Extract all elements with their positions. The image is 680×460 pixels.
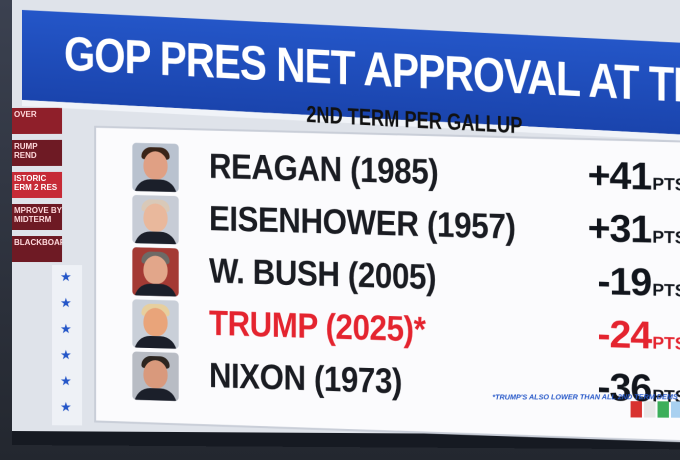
chip-icon — [671, 401, 680, 417]
display-screen: OVER RUMP REND ISTORIC ERM 2 RES MPROVE … — [12, 0, 680, 449]
chip-icon — [631, 401, 642, 417]
star-icon: ★ — [60, 347, 72, 363]
president-name: TRUMP (2025)* — [209, 304, 425, 351]
side-tab-trump-trend[interactable]: RUMP REND — [12, 140, 62, 166]
reagan-portrait-icon — [132, 143, 178, 192]
eisenhower-portrait-icon — [132, 195, 178, 244]
president-name: W. BUSH (2005) — [209, 251, 436, 298]
side-tab-historic-term[interactable]: ISTORIC ERM 2 RES — [12, 172, 62, 198]
president-name: NIXON (1973) — [209, 356, 402, 403]
star-icon: ★ — [60, 373, 72, 389]
chip-icon — [644, 401, 655, 417]
star-column: ★ ★ ★ ★ ★ ★ — [52, 265, 82, 425]
side-tab-over[interactable]: OVER — [12, 108, 62, 134]
bush-portrait-icon — [132, 247, 178, 297]
star-icon: ★ — [60, 269, 72, 285]
approval-card: REAGAN (1985) +41PTS EISENHOWER (1957) +… — [96, 128, 680, 441]
side-tab-improve-midterm[interactable]: MPROVE BY MIDTERM — [12, 204, 62, 230]
nixon-portrait-icon — [132, 351, 178, 401]
approval-value: +31PTS — [588, 207, 680, 254]
star-icon: ★ — [60, 295, 72, 311]
president-name: EISENHOWER (1957) — [209, 199, 516, 248]
star-icon: ★ — [60, 321, 72, 337]
star-icon: ★ — [60, 399, 72, 415]
chip-icon — [658, 401, 669, 417]
side-menu: OVER RUMP REND ISTORIC ERM 2 RES MPROVE … — [12, 108, 64, 268]
president-name: REAGAN (1985) — [209, 147, 438, 193]
side-tab-blackboard[interactable]: BLACKBOARD — [12, 236, 62, 262]
approval-value: -24PTS — [597, 313, 680, 360]
approval-value: +41PTS — [588, 154, 680, 200]
approval-value: -19PTS — [597, 260, 680, 306]
color-chips — [631, 401, 680, 418]
trump-portrait-icon — [132, 299, 178, 349]
